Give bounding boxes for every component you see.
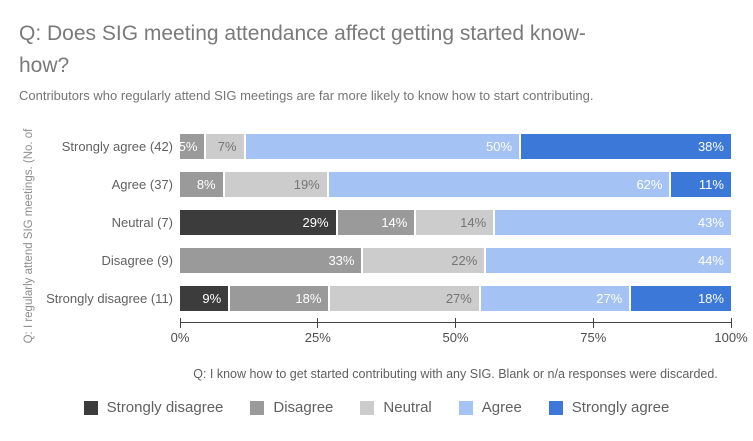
legend-swatch-icon (548, 400, 563, 415)
segment-value-label: 14% (460, 215, 487, 230)
segment-value-label: 43% (697, 215, 724, 230)
segment-value-label: 29% (302, 215, 329, 230)
legend-item-neutral: Neutral (360, 399, 432, 416)
segment-value-label: 9% (202, 291, 222, 306)
legend-label: Agree (481, 399, 522, 416)
chart-title-line1: Q: Does SIG meeting attendance affect ge… (19, 22, 586, 45)
bar-segment-strongly_agree: 11% (671, 172, 731, 197)
chart-title: Q: Does SIG meeting attendance affect ge… (19, 18, 729, 82)
legend-swatch-icon (360, 400, 375, 415)
bar-segment-agree: 50% (245, 134, 522, 159)
segment-value-label: 33% (328, 253, 355, 268)
bar-row: Strongly agree (42) 5% 7% 50% 38% (0, 134, 753, 159)
legend-item-disagree: Disagree (250, 399, 333, 416)
row-label: Agree (37) (111, 177, 173, 192)
bar-track: 5% 7% 50% 38% (178, 134, 731, 159)
segment-value-label: 11% (698, 177, 724, 192)
legend-label: Disagree (273, 399, 334, 416)
row-label: Neutral (7) (111, 215, 173, 230)
segment-value-label: 22% (451, 253, 478, 268)
legend-label: Neutral (383, 399, 432, 416)
x-axis-tick-label: 75% (580, 330, 607, 345)
bar-segment-neutral: 14% (416, 210, 496, 235)
segment-value-label: 19% (293, 177, 320, 192)
legend-label: Strongly agree (571, 399, 670, 416)
bar-segment-neutral: 22% (363, 248, 487, 273)
x-axis-tick-label: 0% (170, 330, 190, 345)
segment-value-label: 18% (697, 291, 724, 306)
bar-segment-strongly_agree: 38% (521, 134, 731, 159)
legend-swatch-icon (83, 400, 98, 415)
x-axis-tick-label: 100% (714, 330, 748, 345)
segment-value-label: 62% (636, 177, 663, 192)
legend-swatch-icon (250, 400, 265, 415)
x-axis-tick (455, 318, 456, 328)
segment-value-label: 27% (445, 291, 472, 306)
x-axis-tick (592, 318, 594, 328)
bar-segment-agree: 43% (495, 210, 731, 235)
row-label: Strongly disagree (11) (46, 291, 173, 306)
bar-segment-disagree: 5% (178, 134, 207, 159)
bar-track: 33% 22% 44% (180, 248, 731, 273)
bar-segment-strongly_disagree: 9% (180, 286, 231, 311)
bar-segment-strongly_disagree: 29% (180, 210, 338, 235)
legend-item-strongly_agree: Strongly agree (548, 399, 670, 416)
bar-row: Agree (37) 8% 19% 62% 11% (0, 172, 753, 197)
bar-track: 9% 18% 27% 27% 18% (180, 286, 731, 311)
x-axis-tick-label: 25% (304, 330, 331, 345)
axis-caption: Q: I know how to get started contributin… (193, 367, 718, 381)
x-axis-tick (317, 318, 319, 328)
segment-value-label: 5% (178, 139, 198, 154)
x-axis-tick-labels: 0% 25% 50% 75% 100% (171, 330, 748, 346)
bar-segment-neutral: 7% (206, 134, 246, 159)
bar-segment-disagree: 14% (337, 210, 417, 235)
bar-segment-agree: 62% (328, 172, 672, 197)
segment-value-label: 14% (381, 215, 408, 230)
bar-segment-disagree: 33% (180, 248, 364, 273)
bar-row: Strongly disagree (11) 9% 18% 27% 27% 18% (0, 286, 753, 311)
chart-legend: Strongly disagree Disagree Neutral Agree Str… (0, 399, 753, 416)
segment-value-label: 7% (217, 139, 237, 154)
x-axis-tick-label: 50% (442, 330, 469, 345)
bar-segment-neutral: 27% (330, 286, 481, 311)
segment-value-label: 50% (486, 139, 513, 154)
bar-segment-agree: 27% (480, 286, 632, 311)
legend-item-agree: Agree (458, 399, 522, 416)
segment-value-label: 18% (295, 291, 322, 306)
segment-value-label: 38% (697, 139, 724, 154)
segment-value-label: 27% (596, 291, 623, 306)
x-axis-tick (730, 318, 732, 328)
x-axis-line (179, 318, 732, 328)
chart-subtitle: Contributors who regularly attend SIG me… (19, 88, 594, 103)
bar-rows: Strongly agree (42) 5% 7% 50% 38% Agree (37) 8… (0, 134, 753, 324)
bar-segment-disagree: 18% (230, 286, 331, 311)
legend-swatch-icon (458, 400, 473, 415)
bar-segment-strongly_agree: 18% (631, 286, 731, 311)
row-label: Strongly agree (42) (61, 139, 173, 154)
legend-item-strongly_disagree: Strongly disagree (83, 399, 224, 416)
segment-value-label: 44% (697, 253, 724, 268)
bar-track: 8% 19% 62% 11% (180, 172, 731, 197)
bar-segment-neutral: 19% (224, 172, 329, 197)
bar-segment-agree: 44% (486, 248, 731, 273)
row-label: Disagree (9) (101, 253, 173, 268)
chart-title-line2: how? (19, 54, 70, 77)
legend-label: Strongly disagree (106, 399, 224, 416)
x-axis-tick (179, 318, 181, 328)
bar-row: Disagree (9) 33% 22% 44% (0, 248, 753, 273)
bar-row: Neutral (7) 29% 14% 14% 43% (0, 210, 753, 235)
segment-value-label: 8% (196, 177, 216, 192)
bar-segment-disagree: 8% (180, 172, 225, 197)
bar-track: 29% 14% 14% 43% (180, 210, 731, 235)
